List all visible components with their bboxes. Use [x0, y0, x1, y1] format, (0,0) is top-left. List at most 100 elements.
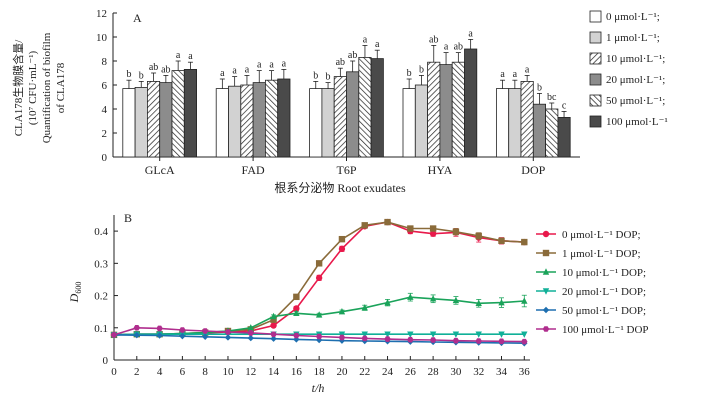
- legend-label: 50 μmol·L⁻¹ DOP;: [562, 305, 646, 317]
- data-point: [521, 331, 528, 338]
- bar-chart-panel: A CLA178生物膜含量/ (10⁷ CFU·mL⁻¹) Quantifica…: [11, 8, 668, 195]
- x-tick-label: 24: [382, 366, 394, 378]
- bar: [427, 61, 441, 158]
- y-tick-label: 10: [96, 32, 108, 44]
- data-point: [429, 331, 437, 338]
- data-point: [224, 329, 232, 335]
- significance-letter: bc: [547, 92, 557, 103]
- data-point: [293, 332, 300, 339]
- significance-letter: b: [407, 68, 412, 79]
- data-point: [429, 295, 437, 302]
- legend-label: 10 μmol·L⁻¹ DOP;: [562, 267, 646, 279]
- data-point: [542, 306, 550, 314]
- data-point: [384, 336, 391, 342]
- data-point: [498, 237, 505, 244]
- data-point: [247, 324, 254, 331]
- panel-label: B: [124, 211, 132, 225]
- svg-text:D600: D600: [67, 282, 83, 304]
- significance-letter: a: [513, 69, 518, 80]
- significance-letter: a: [245, 64, 250, 75]
- legend-label: 0 μmol·L⁻¹ DOP;: [562, 229, 641, 241]
- bar: [346, 71, 360, 158]
- x-tick-label: 6: [180, 366, 186, 378]
- significance-letter: a: [220, 68, 225, 79]
- bar: [215, 88, 229, 158]
- data-point: [361, 331, 368, 338]
- data-point: [452, 296, 460, 304]
- x-tick-label: 20: [336, 366, 348, 378]
- y-label-sub: 600: [74, 282, 83, 294]
- bar: [122, 88, 136, 158]
- data-point: [133, 331, 140, 339]
- data-point: [315, 311, 323, 318]
- bar: [277, 78, 291, 158]
- bar: [183, 69, 198, 158]
- legend-label: 50 μmol·L⁻¹;: [606, 95, 665, 107]
- legend-label: 1 μmol·L⁻¹;: [606, 32, 660, 44]
- data-point: [407, 331, 414, 338]
- data-point: [293, 305, 300, 312]
- x-tick-label: 2: [134, 366, 140, 378]
- legend-label: 100 μmol·L⁻¹ DOP: [562, 324, 649, 336]
- significance-letter: b: [326, 72, 331, 83]
- y-label-line: (10⁷ CFU·mL⁻¹): [27, 50, 39, 125]
- significance-letter: a: [468, 28, 473, 39]
- legend-swatch: [589, 94, 602, 107]
- significance-letter: ab: [454, 42, 463, 53]
- bar: [464, 48, 478, 158]
- significance-letter: ab: [161, 64, 170, 75]
- legend-swatch: [589, 73, 602, 86]
- bar: [333, 76, 347, 158]
- data-point: [407, 293, 414, 300]
- legend-swatch: [589, 52, 602, 65]
- x-tick-label: 26: [405, 366, 417, 378]
- data-point: [498, 338, 505, 345]
- bar: [264, 79, 279, 158]
- y-label-main: D: [67, 293, 81, 303]
- x-tick-label: 30: [450, 366, 462, 378]
- y-tick-label: 0.4: [94, 226, 108, 238]
- bar: [495, 88, 510, 158]
- data-point: [521, 297, 528, 304]
- line-chart-panel: B D600 t/h 00.10.20.30.40 2 4 6 8 10 12 14 16 18 2…: [67, 211, 649, 395]
- data-point: [224, 334, 232, 341]
- bar: [402, 88, 416, 158]
- significance-letter: a: [444, 42, 449, 53]
- data-point: [542, 230, 550, 238]
- bar: [146, 81, 161, 158]
- data-point: [475, 232, 482, 240]
- bar: [240, 84, 254, 158]
- bar: [228, 85, 242, 158]
- data-point: [270, 322, 277, 329]
- y-tick-label: 0: [103, 355, 109, 367]
- legend-label: 10 μmol·L⁻¹;: [606, 53, 665, 65]
- y-tick-label: 2: [102, 128, 108, 140]
- y-axis-label: CLA178生物膜含量/ (10⁷ CFU·mL⁻¹) Quantificati…: [11, 32, 67, 143]
- significance-letter: b: [419, 64, 424, 75]
- x-tick-label: 22: [359, 366, 370, 378]
- data-point: [498, 298, 505, 306]
- x-tick-label: 10: [222, 366, 234, 378]
- bar: [545, 108, 559, 158]
- bar: [134, 87, 148, 158]
- y-axis-label: D600: [67, 282, 83, 304]
- x-tick-label: FAD: [242, 163, 265, 177]
- significance-letter: a: [500, 69, 505, 80]
- series-group: [110, 292, 528, 338]
- bar: [451, 61, 465, 158]
- data-point: [384, 298, 391, 306]
- data-point: [475, 338, 482, 344]
- data-point: [315, 333, 323, 340]
- y-tick-label: 0: [102, 152, 108, 164]
- line-legend: 0 μmol·L⁻¹ DOP; 1 μmol·L⁻¹ DOP; 10 μmol·L⁻…: [536, 229, 649, 336]
- bar: [370, 58, 384, 158]
- x-tick-label: 4: [157, 366, 163, 378]
- significance-letter: b: [537, 82, 542, 93]
- x-tick-label: 8: [202, 366, 208, 378]
- data-point: [247, 330, 254, 336]
- data-point: [407, 336, 414, 343]
- y-label-line: of CLA178: [55, 62, 67, 113]
- legend-swatch: [589, 10, 602, 23]
- legend-label: 0 μmol·L⁻¹;: [606, 11, 660, 23]
